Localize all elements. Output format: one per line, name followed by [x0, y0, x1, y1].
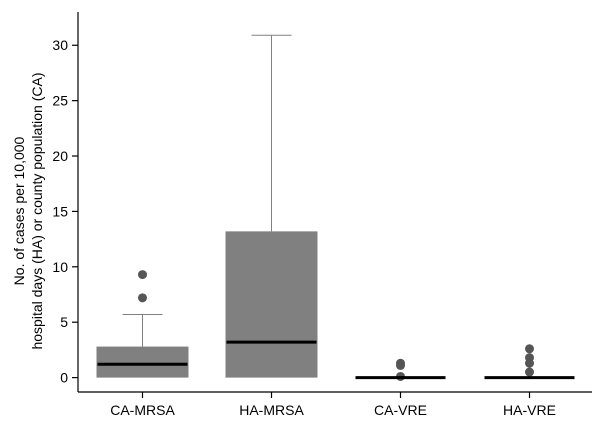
x-tick-label: HA-VRE: [503, 402, 556, 418]
y-tick-label: 25: [52, 93, 68, 109]
y-tick-label: 10: [52, 259, 68, 275]
box-group-ha-vre: [484, 344, 575, 380]
outlier-point: [525, 367, 534, 377]
y-tick-label: 20: [52, 148, 68, 164]
y-tick-label: 15: [52, 203, 68, 219]
box-group-ha-mrsa: [225, 34, 318, 378]
plot-area: [96, 34, 575, 381]
y-axis-title-line-2: hospital days (HA) or county population …: [29, 72, 45, 349]
outlier-point: [138, 270, 147, 280]
axes: 0 5 10 15 20 25 30 CA-MRSA HA-MRSA CA-VRE HA-VRE: [52, 12, 592, 418]
outlier-point: [525, 353, 534, 363]
y-tick-label: 30: [52, 37, 68, 53]
iqr-box: [96, 346, 189, 378]
box-group-ca-vre: [355, 358, 446, 381]
iqr-box: [225, 231, 318, 378]
x-tick-label: CA-VRE: [374, 402, 427, 418]
y-tick-label: 0: [60, 370, 68, 386]
x-tick-label: HA-MRSA: [239, 402, 304, 418]
outlier-point: [138, 293, 147, 303]
outlier-point: [396, 358, 405, 368]
y-axis-title: No. of cases per 10,000 hospital days (H…: [11, 72, 45, 349]
box-group-ca-mrsa: [96, 270, 189, 378]
outlier-point: [525, 344, 534, 354]
x-tick-label: CA-MRSA: [110, 402, 175, 418]
y-tick-label: 5: [60, 314, 68, 330]
y-axis-title-line-1: No. of cases per 10,000: [11, 136, 27, 285]
